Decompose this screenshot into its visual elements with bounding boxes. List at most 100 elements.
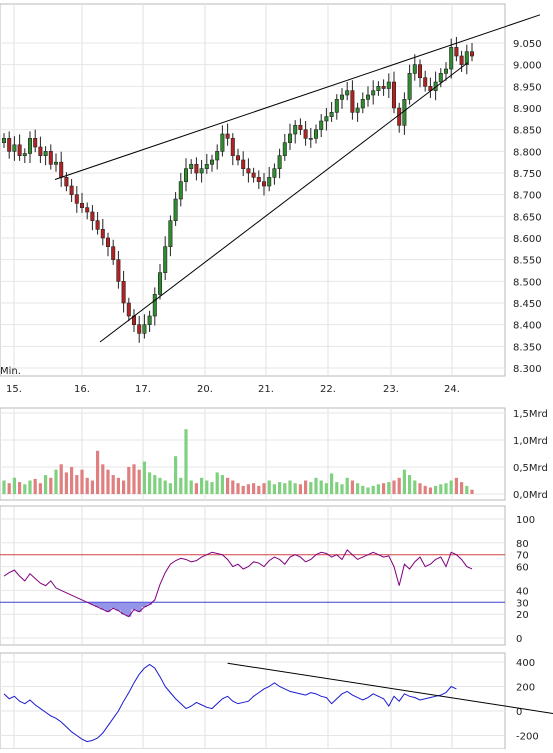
candle-body bbox=[360, 99, 365, 109]
volume-bar bbox=[376, 484, 380, 494]
candle-body bbox=[449, 47, 454, 70]
momentum-trendline bbox=[227, 662, 553, 714]
candle-body bbox=[272, 168, 277, 178]
volume-bar bbox=[158, 477, 162, 494]
candle-body bbox=[230, 138, 235, 156]
volume-bar bbox=[423, 485, 427, 494]
date-tick-label: 17. bbox=[135, 384, 151, 395]
candle-body bbox=[241, 159, 246, 169]
candle-body bbox=[210, 159, 215, 165]
rsi-tick-label: 0 bbox=[516, 634, 522, 645]
volume-bar bbox=[200, 477, 204, 494]
candle-body bbox=[339, 94, 344, 100]
candle-body bbox=[178, 181, 183, 200]
volume-bar bbox=[64, 472, 68, 494]
price-tick-label: 8.500 bbox=[513, 277, 542, 288]
volume-bar bbox=[28, 480, 32, 494]
volume-tick-label: 1,5Mrd bbox=[513, 409, 548, 420]
candle-body bbox=[246, 168, 251, 174]
price-trendline bbox=[54, 14, 541, 180]
price-tick-label: 9.050 bbox=[513, 39, 542, 50]
candle-body bbox=[287, 133, 292, 143]
volume-bar bbox=[168, 483, 172, 494]
candle-body bbox=[189, 164, 194, 169]
volume-bar bbox=[324, 483, 328, 494]
volume-bar bbox=[96, 450, 100, 494]
volume-bar bbox=[345, 477, 349, 494]
price-tick-label: 8.300 bbox=[513, 364, 542, 375]
volume-bar bbox=[444, 483, 448, 494]
min-annotation: Min. bbox=[0, 366, 21, 377]
volume-bar bbox=[184, 429, 188, 494]
momentum-tick-label: 0 bbox=[516, 707, 522, 718]
volume-bar bbox=[101, 464, 105, 494]
price-tick-label: 8.950 bbox=[513, 82, 542, 93]
volume-bar bbox=[111, 475, 115, 494]
price-tick-label: 8.700 bbox=[513, 191, 542, 202]
candle-body bbox=[391, 81, 396, 109]
volume-bar bbox=[2, 480, 6, 494]
candle-body bbox=[308, 138, 313, 140]
candle-body bbox=[407, 73, 412, 100]
volume-bar bbox=[460, 482, 464, 494]
volume-bar bbox=[90, 480, 94, 494]
date-tick-label: 21. bbox=[258, 384, 274, 395]
candle-body bbox=[298, 125, 303, 130]
candle-body bbox=[184, 168, 189, 182]
volume-bar bbox=[132, 464, 136, 494]
volume-bar bbox=[392, 480, 396, 494]
candle-body bbox=[204, 164, 209, 169]
volume-bar bbox=[449, 480, 453, 494]
volume-bar bbox=[49, 477, 53, 494]
candle-body bbox=[261, 181, 266, 187]
candle-body bbox=[215, 151, 220, 161]
candle-body bbox=[22, 153, 27, 156]
volume-bar bbox=[382, 483, 386, 494]
price-tick-label: 8.400 bbox=[513, 321, 542, 332]
candle-body bbox=[80, 203, 85, 208]
volume-bar bbox=[116, 477, 120, 494]
volume-bar bbox=[413, 480, 417, 494]
candle-body bbox=[147, 315, 152, 325]
rsi-tick-label: 60 bbox=[516, 563, 529, 574]
price-tick-label: 9.000 bbox=[513, 61, 542, 72]
price-tick-label: 8.600 bbox=[513, 234, 542, 245]
volume-bar bbox=[220, 475, 224, 494]
candle-body bbox=[137, 324, 142, 334]
candle-body bbox=[334, 99, 339, 113]
candle-body bbox=[469, 51, 474, 57]
rsi-tick-label: 80 bbox=[516, 539, 529, 550]
volume-bar bbox=[33, 478, 37, 494]
volume-bar bbox=[241, 485, 245, 494]
price-tick-label: 8.900 bbox=[513, 104, 542, 115]
volume-bar bbox=[226, 477, 230, 494]
volume-bar bbox=[106, 469, 110, 494]
volume-bar bbox=[262, 483, 266, 494]
rsi-tick-label: 20 bbox=[516, 610, 529, 621]
date-tick-label: 22. bbox=[320, 384, 336, 395]
volume-bar bbox=[70, 467, 74, 494]
candle-body bbox=[116, 259, 121, 282]
volume-bar bbox=[54, 469, 58, 494]
candle-body bbox=[236, 155, 241, 161]
volume-tick-label: 0,5Mrd bbox=[513, 463, 548, 474]
volume-bar bbox=[340, 484, 344, 494]
date-tick-label: 23. bbox=[383, 384, 399, 395]
candle-body bbox=[100, 229, 105, 239]
candle-body bbox=[126, 302, 131, 317]
candle-body bbox=[220, 133, 225, 152]
volume-bar bbox=[465, 485, 469, 494]
candle-body bbox=[158, 272, 163, 295]
candle-body bbox=[256, 177, 261, 182]
candle-body bbox=[163, 246, 168, 273]
candle-body bbox=[33, 138, 38, 148]
volume-bar bbox=[252, 483, 256, 494]
price-tick-label: 8.800 bbox=[513, 147, 542, 158]
volume-bar bbox=[309, 482, 313, 494]
candle-body bbox=[324, 116, 329, 122]
rsi-oversold-fill bbox=[89, 602, 153, 617]
volume-bar bbox=[163, 480, 167, 494]
volume-bar bbox=[210, 482, 214, 494]
candle-body bbox=[59, 161, 64, 178]
